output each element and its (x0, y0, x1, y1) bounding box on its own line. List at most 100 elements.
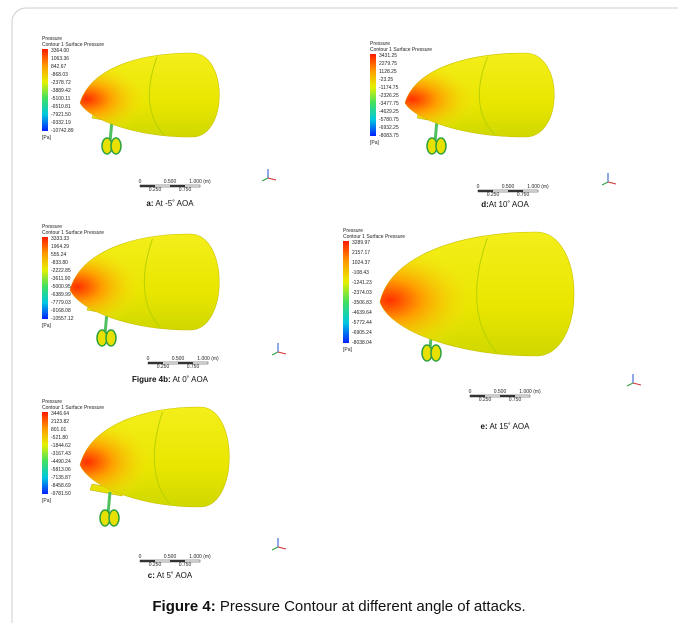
gear-strut (106, 491, 112, 515)
color-bar (42, 49, 48, 131)
legend-value: -6389.99 (51, 292, 71, 298)
scale-bar-fill (148, 362, 163, 364)
legend-value: -9168.08 (51, 308, 71, 314)
legend-value: -2374.03 (352, 290, 372, 296)
scale-label: 0.500 (502, 184, 515, 190)
legend-value: -10742.89 (51, 128, 74, 134)
scale-label: 0 (147, 356, 150, 362)
legend-value: -4490.24 (51, 459, 71, 465)
contour-line (478, 57, 496, 136)
scale-bar-fill (140, 560, 155, 562)
legend-value: -2326.25 (379, 93, 399, 99)
legend-value: -3611.90 (51, 276, 71, 282)
legend-value: -9781.50 (51, 491, 71, 497)
legend-value: -6905.24 (352, 330, 372, 336)
scale-bar-fill (500, 395, 515, 397)
triad-axis (632, 382, 642, 386)
scale-bar-fill (178, 362, 193, 364)
legend-value: -5813.06 (51, 467, 71, 473)
triad-axis (261, 177, 269, 182)
legend-value: -1241.23 (352, 280, 372, 286)
panel-caption-text: At -5˚ AOA (154, 199, 195, 208)
legend-unit: [Pa] (42, 323, 52, 329)
scale-label: 0.250 (487, 192, 500, 198)
scale-label: 0.250 (149, 562, 162, 568)
legend-value: 2123.82 (51, 419, 69, 425)
figure-frame (11, 7, 678, 623)
legend-value: 3446.64 (51, 411, 69, 417)
color-bar (42, 237, 48, 319)
legend-value: 1128.25 (379, 69, 397, 75)
legend-value: -868.03 (51, 72, 68, 78)
legend-value: -6510.81 (51, 104, 71, 110)
legend-unit: [Pa] (42, 135, 52, 141)
color-bar (42, 412, 48, 494)
panel-caption-label: Figure 4b: (132, 375, 171, 384)
panel-caption: e: At 15˚ AOA (481, 422, 531, 431)
legend-value: -521.80 (51, 435, 68, 441)
legend-value: -5780.75 (379, 117, 399, 123)
legend-subtitle: Contour 1 Surface Pressure (42, 405, 104, 411)
legend-title: Pressure (42, 36, 62, 42)
legend-value: -5772.44 (352, 320, 372, 326)
wheel (435, 137, 447, 155)
scale-label: 0 (477, 184, 480, 190)
scale-bar-fill (470, 395, 485, 397)
triad-axis (277, 351, 287, 355)
legend-value: -7135.87 (51, 475, 71, 481)
figure-caption-label: Figure 4: (152, 598, 215, 615)
legend-value: -2378.72 (51, 80, 71, 86)
scale-label: 1.000 (m) (197, 356, 219, 362)
scale-label: 0 (469, 389, 472, 395)
legend-value: 3333.33 (51, 236, 69, 242)
legend-value: -8083.75 (379, 133, 399, 139)
legend-subtitle: Contour 1 Surface Pressure (370, 47, 432, 53)
legend-value: -5100.11 (51, 96, 71, 102)
legend-value: -5000.95 (51, 284, 71, 290)
legend-title: Pressure (370, 41, 390, 47)
triad-axis (607, 181, 617, 185)
legend-title: Pressure (42, 399, 62, 405)
legend-value: -23.25 (379, 77, 393, 83)
wheel (105, 329, 117, 347)
legend-value: 1964.29 (51, 244, 69, 250)
wheel (430, 344, 442, 362)
panel-caption: d:At 10˚ AOA (481, 200, 529, 209)
panel-caption-text: At 0˚ AOA (171, 375, 209, 384)
legend-value: 3289.97 (352, 240, 370, 246)
panel-caption: c: At 5˚ AOA (148, 571, 193, 580)
color-bar (370, 54, 376, 136)
legend-value: -108.43 (352, 270, 369, 276)
scale-label: 0.500 (164, 554, 177, 560)
legend-value: -7779.03 (51, 300, 71, 306)
legend-value: 801.01 (51, 427, 67, 433)
legend-subtitle: Contour 1 Surface Pressure (343, 234, 405, 240)
wheel (108, 509, 120, 527)
legend-value: 2279.75 (379, 61, 397, 67)
scale-label: 0.750 (187, 364, 200, 370)
legend-value: -3889.42 (51, 88, 71, 94)
scale-label: 0.250 (149, 187, 162, 193)
scale-bar-fill (170, 560, 185, 562)
triad-axis (271, 546, 279, 551)
legend-value: -6932.25 (379, 125, 399, 131)
legend-title: Pressure (343, 228, 363, 234)
scale-label: 0.500 (494, 389, 507, 395)
legend-value: -2222.85 (51, 268, 71, 274)
legend-unit: [Pa] (343, 347, 353, 353)
scale-label: 0.750 (509, 397, 522, 403)
legend-value: -3506.83 (352, 300, 372, 306)
figure-caption-text: Pressure Contour at different angle of a… (216, 598, 526, 615)
triad-axis (271, 351, 279, 356)
panel-caption-label: e: (481, 422, 488, 431)
scale-bar-fill (478, 190, 493, 192)
contour-line (153, 411, 171, 505)
scale-label: 0.750 (179, 562, 192, 568)
legend-value: -9332.19 (51, 120, 71, 126)
legend-subtitle: Contour 1 Surface Pressure (42, 42, 104, 48)
